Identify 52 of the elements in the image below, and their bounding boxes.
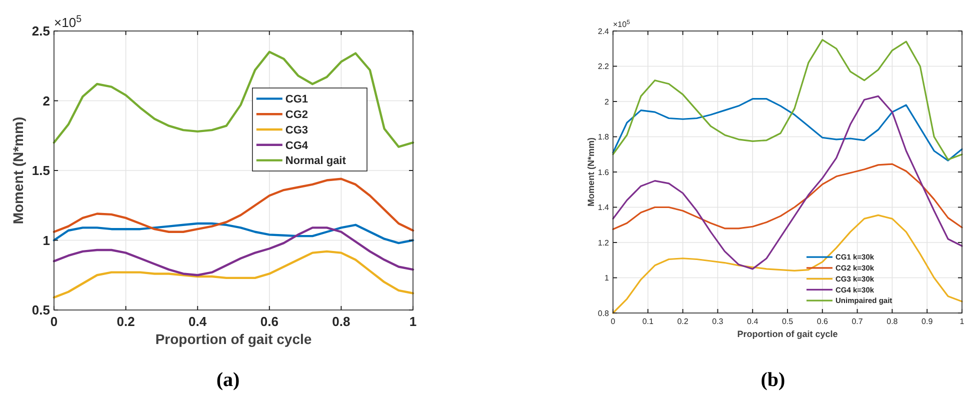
- line-series: [612, 214, 963, 314]
- x-axis-title: Proportion of gait cycle: [737, 329, 838, 339]
- line-series: [52, 226, 414, 276]
- line-series: [52, 178, 414, 233]
- y-tick-label: 1.6: [598, 168, 610, 177]
- y-tick-label: 1: [42, 232, 50, 248]
- text: (a): [216, 369, 240, 391]
- y-axis-title: Moment (N*mm): [586, 138, 596, 206]
- y-tick-label: 2.4: [598, 26, 610, 36]
- x-tick-label: 0.9: [922, 317, 934, 326]
- x-tick-label: 0.6: [816, 317, 829, 326]
- x-tick-label: 0.3: [712, 317, 724, 326]
- y-tick-label: 1.4: [598, 203, 610, 212]
- x-tick-label: 1: [960, 317, 965, 326]
- y-tick-label: 2: [42, 93, 50, 108]
- y-tick-label: 1.5: [32, 163, 50, 178]
- line-series: [612, 98, 963, 162]
- legend-label: CG3: [285, 124, 308, 136]
- y-tick-label: 1.2: [598, 238, 610, 248]
- y-tick-label: 2.2: [598, 62, 610, 72]
- y-tick-label: 1.8: [598, 132, 610, 142]
- x-axis-title: Proportion of gait cycle: [155, 331, 312, 347]
- x-tick-label: 0.1: [642, 317, 654, 326]
- x-tick-label: 0.2: [116, 314, 135, 329]
- x-tick-label: 0.4: [747, 317, 759, 326]
- y-axis-title: Moment (N*mm): [10, 116, 26, 224]
- x-tick-label: 0: [610, 317, 616, 326]
- x-tick-label: 0.8: [886, 317, 898, 326]
- line-series: [52, 50, 414, 148]
- y-tick-label: 2.5: [32, 24, 50, 39]
- legend-label: CG1: [285, 94, 308, 106]
- line-series: [612, 95, 963, 270]
- text: ×10$^{5}$: [54, 14, 82, 30]
- x-tick-label: 0.5: [782, 317, 794, 326]
- line-series: [612, 163, 963, 230]
- line-series: [52, 250, 414, 299]
- line-series: [612, 39, 963, 160]
- text: ×10$^{5}$: [613, 19, 631, 29]
- x-tick-label: 0.7: [852, 317, 864, 326]
- line-series: [52, 222, 414, 244]
- y-tick-label: 2: [604, 97, 610, 106]
- legend-label: CG2: [285, 108, 308, 121]
- x-tick-label: 0: [50, 314, 58, 329]
- x-tick-label: 0.8: [332, 314, 350, 329]
- x-tick-label: 0.6: [260, 314, 278, 329]
- x-tick-label: 1: [409, 314, 417, 329]
- y-tick-label: 1: [604, 274, 610, 283]
- legend-label: CG4: [285, 140, 309, 152]
- text: (b): [760, 369, 786, 391]
- legend-label: Normal gait: [285, 155, 346, 168]
- x-tick-label: 0.4: [188, 314, 208, 329]
- x-tick-label: 0.2: [677, 317, 689, 326]
